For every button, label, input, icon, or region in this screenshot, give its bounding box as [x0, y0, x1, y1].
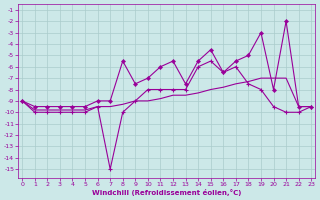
X-axis label: Windchill (Refroidissement éolien,°C): Windchill (Refroidissement éolien,°C): [92, 189, 241, 196]
